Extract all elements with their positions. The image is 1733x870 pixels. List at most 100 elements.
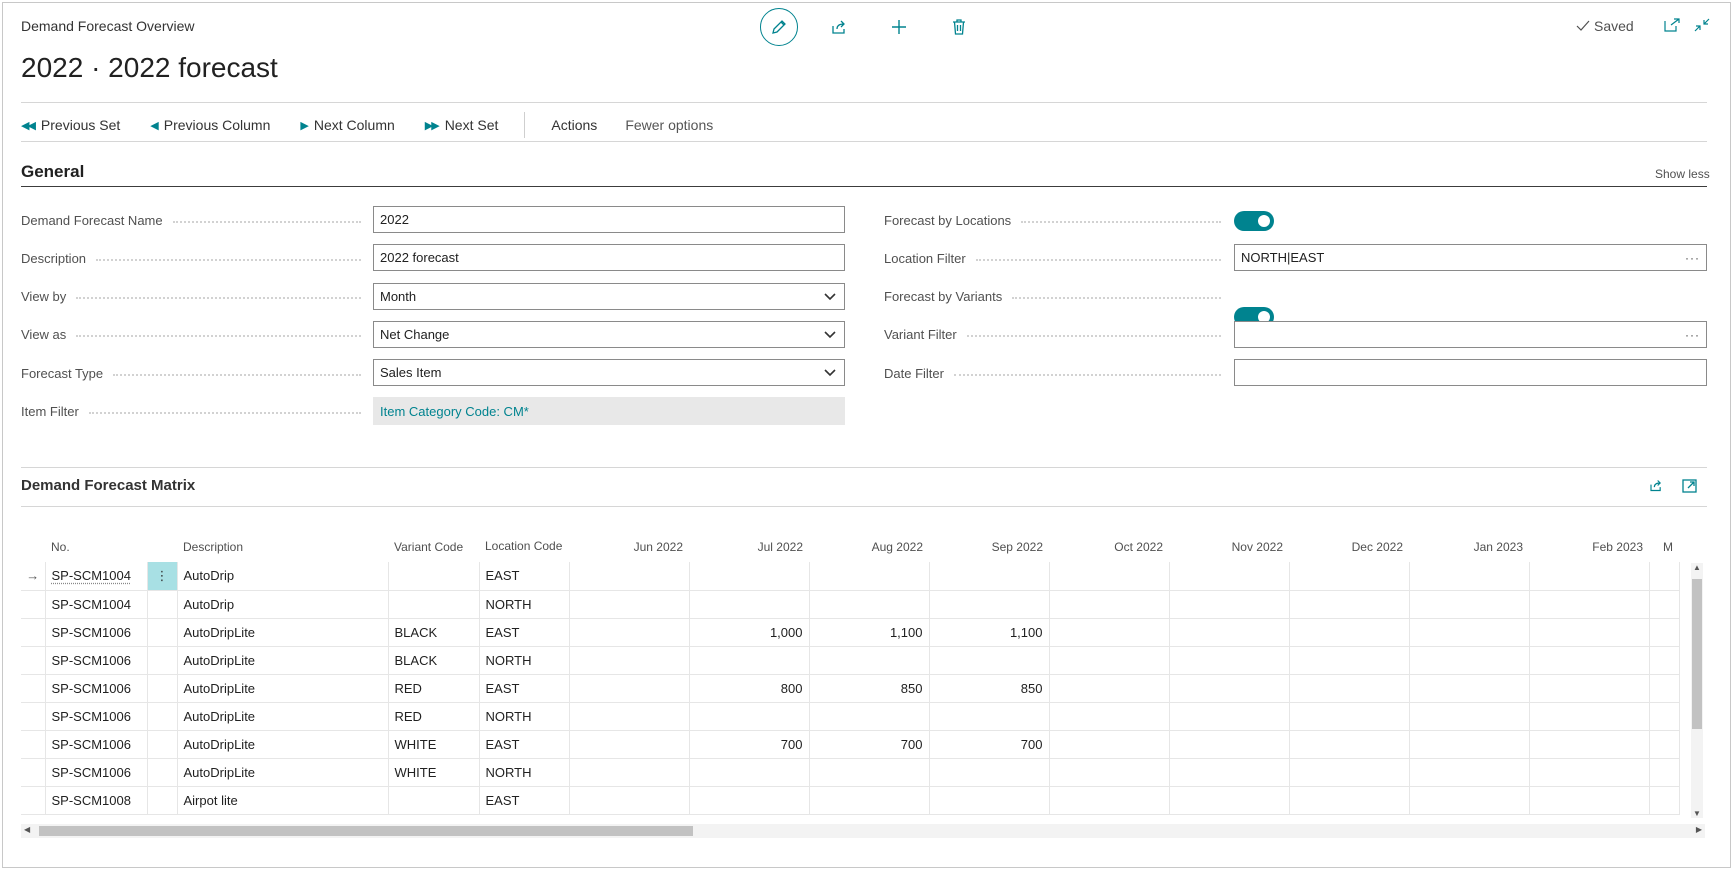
cell-month-value[interactable] <box>1409 646 1530 675</box>
cell-no[interactable]: SP-SCM1008 <box>45 786 148 815</box>
cell-location-code[interactable]: EAST <box>479 562 570 591</box>
header-location-code[interactable]: Location Code <box>485 539 563 553</box>
table-row[interactable]: SP-SCM1006 AutoDripLite RED NORTH <box>21 702 1680 731</box>
cell-month-value[interactable]: 700 <box>809 730 930 759</box>
item-no[interactable]: SP-SCM1008 <box>51 792 131 808</box>
previous-column-button[interactable]: ◀ Previous Column <box>150 117 270 133</box>
cell-month-value[interactable] <box>809 702 930 731</box>
cell-month-value[interactable] <box>929 786 1050 815</box>
cell-month-value[interactable] <box>1169 730 1290 759</box>
cell-month-value[interactable] <box>689 758 810 787</box>
cell-month-value[interactable] <box>1169 618 1290 647</box>
cell-location-code[interactable]: NORTH <box>479 758 570 787</box>
cell-description[interactable]: AutoDrip <box>177 590 389 619</box>
cell-month-value[interactable] <box>1529 646 1650 675</box>
cell-month-value[interactable] <box>809 646 930 675</box>
lookup-ellipsis-icon[interactable]: ··· <box>1685 327 1700 342</box>
cell-variant-code[interactable]: RED <box>388 702 480 731</box>
cell-month-value[interactable] <box>569 590 690 619</box>
cell-month-value[interactable] <box>1289 618 1410 647</box>
cell-no[interactable]: SP-SCM1006 <box>45 674 148 703</box>
description-field[interactable]: 2022 forecast <box>373 244 845 271</box>
delete-button[interactable] <box>940 8 978 46</box>
cell-month-value[interactable] <box>929 562 1050 591</box>
header-month[interactable]: Oct 2022 <box>1114 540 1163 554</box>
cell-month-value[interactable] <box>1649 730 1680 759</box>
table-row[interactable]: SP-SCM1006 AutoDripLite RED EAST 800 850 850 <box>21 674 1680 703</box>
cell-month-value[interactable] <box>1049 730 1170 759</box>
cell-month-value[interactable] <box>929 702 1050 731</box>
cell-month-value[interactable] <box>929 646 1050 675</box>
cell-variant-code[interactable]: WHITE <box>388 730 480 759</box>
header-month[interactable]: Feb 2023 <box>1592 540 1643 554</box>
cell-month-value[interactable]: 700 <box>929 730 1050 759</box>
cell-month-value[interactable]: 850 <box>809 674 930 703</box>
table-row[interactable]: SP-SCM1008 Airpot lite EAST <box>21 786 1680 815</box>
header-no[interactable]: No. <box>51 540 70 554</box>
cell-month-value[interactable] <box>569 758 690 787</box>
cell-month-value[interactable] <box>1289 702 1410 731</box>
fewer-options-button[interactable]: Fewer options <box>625 117 714 133</box>
cell-month-value[interactable] <box>929 758 1050 787</box>
cell-variant-code[interactable]: RED <box>388 674 480 703</box>
table-row[interactable]: SP-SCM1006 AutoDripLite WHITE EAST 700 700 700 <box>21 730 1680 759</box>
cell-month-value[interactable] <box>1169 646 1290 675</box>
cell-month-value[interactable] <box>1049 674 1170 703</box>
cell-month-value[interactable] <box>1409 786 1530 815</box>
cell-month-value[interactable] <box>1049 702 1170 731</box>
cell-no[interactable]: SP-SCM1004 <box>45 590 148 619</box>
view-as-select[interactable]: Net Change <box>373 321 845 348</box>
horizontal-scrollbar[interactable]: ◀ ▶ <box>21 824 1705 838</box>
cell-month-value[interactable] <box>569 562 690 591</box>
row-menu[interactable] <box>147 674 178 703</box>
cell-month-value[interactable] <box>1169 590 1290 619</box>
cell-month-value[interactable] <box>689 786 810 815</box>
cell-month-value[interactable]: 850 <box>929 674 1050 703</box>
cell-month-value[interactable]: 1,100 <box>929 618 1050 647</box>
cell-month-value[interactable] <box>1529 702 1650 731</box>
share-button[interactable] <box>820 8 858 46</box>
new-button[interactable] <box>880 8 918 46</box>
cell-month-value[interactable] <box>1289 730 1410 759</box>
cell-month-value[interactable] <box>1289 674 1410 703</box>
cell-description[interactable]: AutoDripLite <box>177 674 389 703</box>
cell-month-value[interactable] <box>689 646 810 675</box>
cell-month-value[interactable] <box>1409 562 1530 591</box>
next-column-button[interactable]: ▶ Next Column <box>300 117 394 133</box>
item-no[interactable]: SP-SCM1004 <box>51 568 131 584</box>
cell-month-value[interactable] <box>689 590 810 619</box>
scroll-right-icon[interactable]: ▶ <box>1695 825 1702 834</box>
cell-month-value[interactable] <box>1169 674 1290 703</box>
cell-month-value[interactable] <box>1289 786 1410 815</box>
cell-month-value[interactable]: 800 <box>689 674 810 703</box>
header-month[interactable]: Nov 2022 <box>1231 540 1283 554</box>
cell-month-value[interactable] <box>1049 786 1170 815</box>
more-options-icon[interactable]: ⋮ <box>155 567 169 583</box>
cell-month-value[interactable] <box>809 590 930 619</box>
header-month[interactable]: Sep 2022 <box>991 540 1043 554</box>
cell-month-value[interactable] <box>1289 758 1410 787</box>
cell-month-value[interactable] <box>809 562 930 591</box>
cell-month-value[interactable] <box>1049 590 1170 619</box>
cell-month-value[interactable] <box>1529 786 1650 815</box>
edit-button[interactable] <box>760 8 798 46</box>
cell-month-value[interactable] <box>1409 674 1530 703</box>
location-filter-field[interactable]: NORTH|EAST ··· <box>1234 244 1707 271</box>
cell-description[interactable]: AutoDripLite <box>177 730 389 759</box>
next-set-button[interactable]: ▶▶ Next Set <box>425 117 499 133</box>
item-no[interactable]: SP-SCM1006 <box>51 764 131 780</box>
cell-month-value[interactable] <box>1289 562 1410 591</box>
cell-month-value[interactable] <box>1649 646 1680 675</box>
cell-month-value[interactable] <box>1049 618 1170 647</box>
cell-month-value[interactable] <box>1529 758 1650 787</box>
cell-location-code[interactable]: EAST <box>479 674 570 703</box>
cell-location-code[interactable]: NORTH <box>479 646 570 675</box>
scroll-up-icon[interactable]: ▲ <box>1693 563 1701 572</box>
header-month[interactable]: M <box>1663 540 1673 554</box>
cell-location-code[interactable]: EAST <box>479 730 570 759</box>
variant-filter-field[interactable]: ··· <box>1234 321 1707 348</box>
cell-month-value[interactable] <box>569 618 690 647</box>
scroll-down-icon[interactable]: ▼ <box>1693 809 1701 818</box>
cell-description[interactable]: AutoDripLite <box>177 758 389 787</box>
cell-month-value[interactable] <box>1529 590 1650 619</box>
